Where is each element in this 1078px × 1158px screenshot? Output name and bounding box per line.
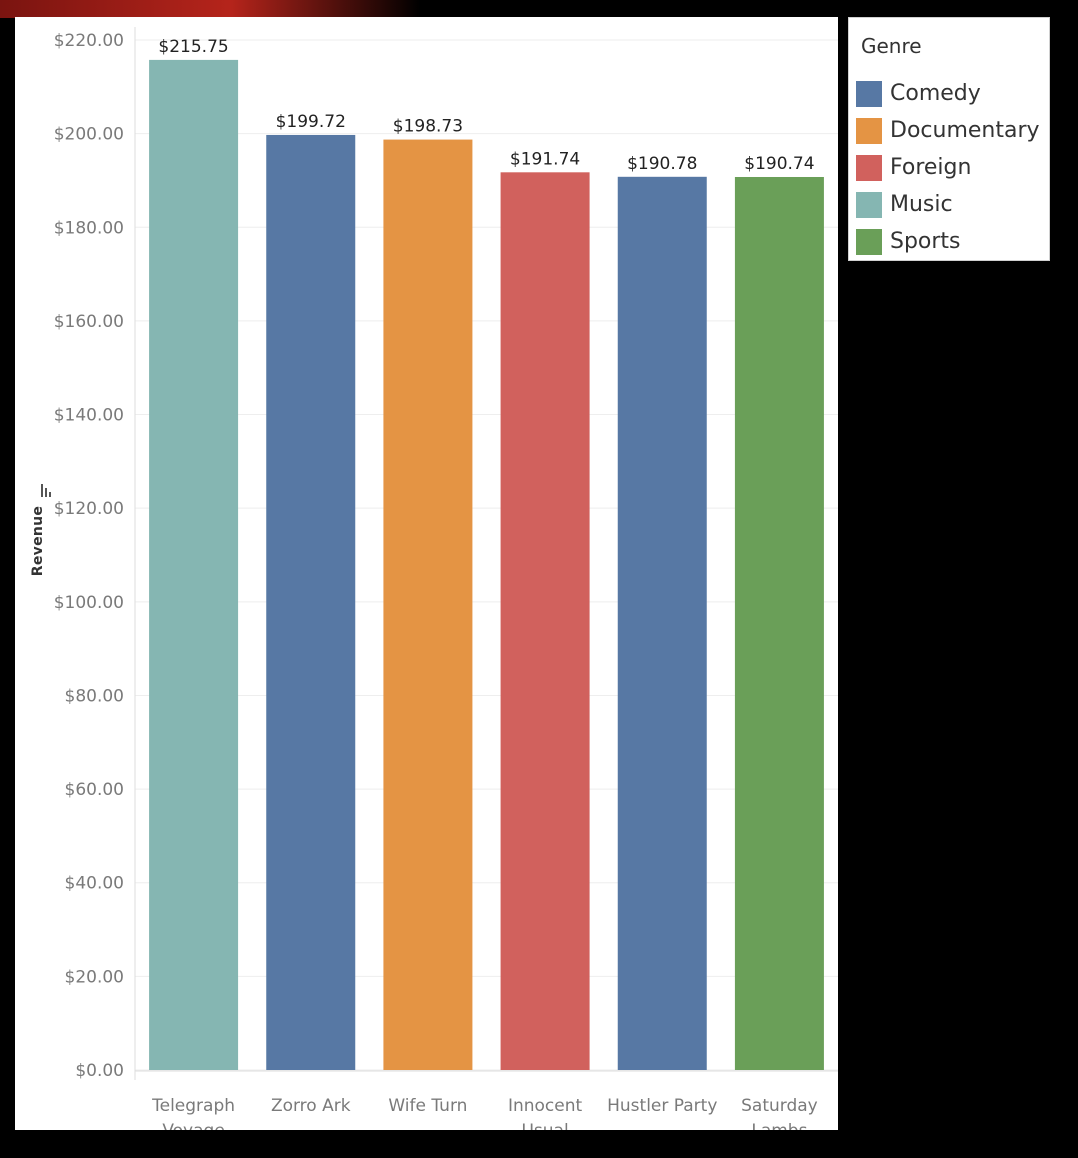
window-top-accent [0, 0, 420, 18]
bar-value-label: $215.75 [158, 37, 228, 57]
x-tick-label: Lambs [751, 1121, 807, 1130]
y-tick-label: $180.00 [54, 218, 124, 238]
y-tick-label: $220.00 [54, 31, 124, 51]
x-tick-label: Telegraph [151, 1096, 235, 1116]
chart-panel: $0.00 $20.00 $40.00 $60.00 $80.00 $100.00 $120… [15, 17, 838, 1130]
bar[interactable] [383, 139, 473, 1070]
x-tick-label: Saturday [741, 1096, 818, 1116]
bar[interactable] [617, 176, 707, 1070]
legend-label: Comedy [890, 81, 981, 106]
legend-label: Music [890, 192, 953, 217]
bar-value-label: $191.74 [510, 149, 580, 169]
y-tick-label: $0.00 [75, 1061, 124, 1081]
legend-swatch [856, 81, 882, 107]
x-tick-label: Hustler Party [607, 1096, 717, 1116]
y-tick-label: $140.00 [54, 406, 124, 426]
legend-label: Foreign [890, 155, 972, 180]
legend: Genre Comedy Documentary Foreign Music S… [848, 17, 1050, 261]
bar[interactable] [500, 172, 590, 1071]
legend-swatch [856, 155, 882, 181]
x-tick-label: Usual [521, 1121, 568, 1130]
legend-swatch [856, 229, 882, 255]
bar[interactable] [266, 134, 356, 1070]
bar-value-label: $199.72 [276, 112, 346, 132]
legend-swatch [856, 192, 882, 218]
legend-swatch [856, 118, 882, 144]
x-tick-label: Innocent [508, 1096, 583, 1116]
x-tick-label: Wife Turn [388, 1096, 467, 1116]
sort-icon[interactable] [41, 484, 53, 497]
y-tick-label: $60.00 [65, 780, 124, 800]
y-tick-label: $40.00 [65, 874, 124, 894]
legend-title: Genre [861, 34, 922, 58]
y-tick-label: $80.00 [65, 686, 124, 706]
bar[interactable] [149, 59, 239, 1071]
bar-value-label: $190.78 [627, 154, 697, 174]
legend-label: Sports [890, 229, 961, 254]
y-axis-label: Revenue [30, 505, 46, 577]
x-tick-label: Voyage [162, 1121, 224, 1130]
x-tick-label: Zorro Ark [271, 1096, 351, 1116]
y-tick-label: $100.00 [54, 593, 124, 613]
bar[interactable] [734, 176, 824, 1071]
bar-value-label: $198.73 [393, 117, 463, 137]
y-tick-label: $20.00 [65, 967, 124, 987]
bar-value-label: $190.74 [744, 154, 814, 174]
y-tick-label: $160.00 [54, 312, 124, 332]
legend-label: Documentary [890, 118, 1040, 143]
y-tick-label: $120.00 [54, 499, 124, 519]
bar-chart: $0.00 $20.00 $40.00 $60.00 $80.00 $100.00 $120… [54, 27, 838, 1130]
y-tick-label: $200.00 [54, 125, 124, 145]
